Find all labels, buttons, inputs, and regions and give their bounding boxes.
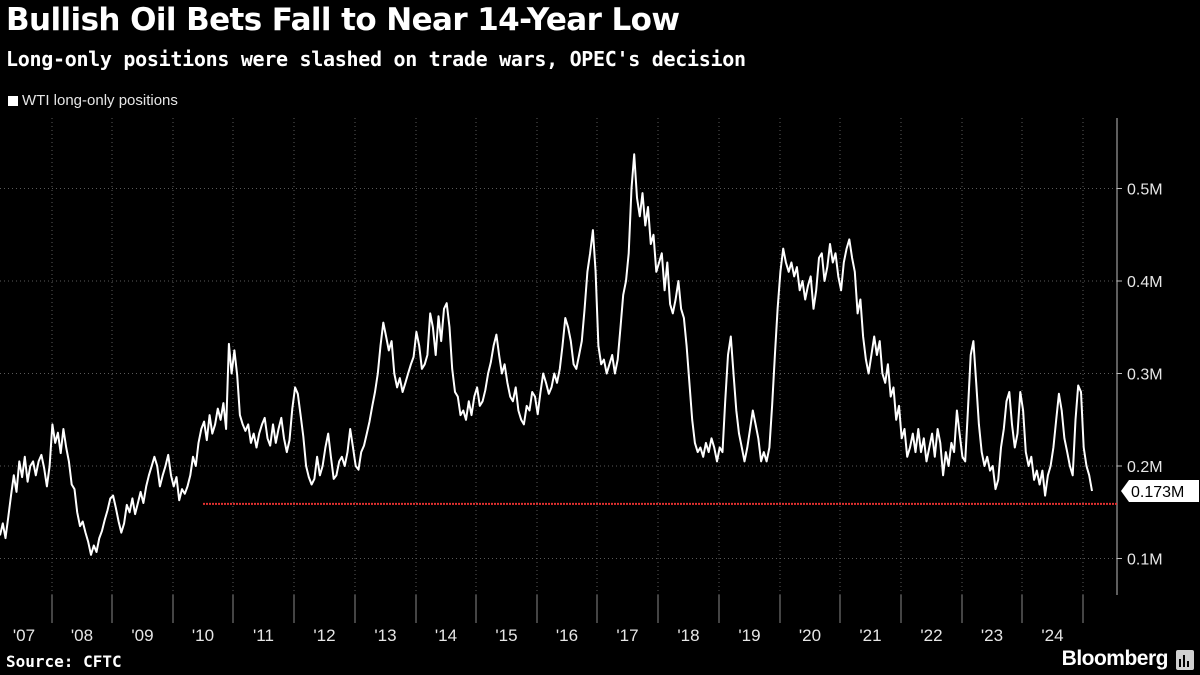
x-tick-label: '20 (799, 626, 821, 645)
x-tick-label: '19 (738, 626, 760, 645)
y-tick-label: 0.3M (1127, 367, 1163, 384)
y-tick-label: 0.1M (1127, 552, 1163, 569)
x-tick-label: '17 (616, 626, 638, 645)
chart-subtitle: Long-only positions were slashed on trad… (6, 47, 746, 71)
x-tick-label: '13 (374, 626, 396, 645)
y-tick-label: 0.5M (1127, 182, 1163, 199)
last-value-label: 0.173M (1131, 484, 1184, 501)
x-tick-label: '08 (71, 626, 93, 645)
legend-swatch (8, 95, 18, 106)
last-value-badge: 0.173M (1121, 479, 1199, 502)
bloomberg-chart-icon (1176, 650, 1194, 670)
x-tick-label: '07 (13, 626, 35, 645)
x-tick-label: '14 (435, 626, 457, 645)
last-value-pointer (1121, 479, 1199, 502)
y-tick-label: 0.4M (1127, 274, 1163, 291)
x-tick-label: '16 (556, 626, 578, 645)
series-line-wti-long-only (0, 153, 1093, 556)
source-note: Source: CFTC (6, 652, 122, 671)
x-tick-label: '23 (981, 626, 1003, 645)
x-tick-label: '10 (192, 626, 214, 645)
x-tick-label: '24 (1041, 626, 1063, 645)
x-tick-label: '22 (920, 626, 942, 645)
y-tick-label: 0.2M (1127, 459, 1163, 476)
x-tick-label: '21 (859, 626, 881, 645)
x-tick-label: '15 (495, 626, 517, 645)
x-tick-label: '11 (253, 626, 274, 645)
x-tick-label: '12 (313, 626, 335, 645)
legend: WTI long-only positions (8, 92, 178, 109)
brand-logo: Bloomberg (1061, 647, 1169, 670)
chart-title: Bullish Oil Bets Fall to Near 14-Year Lo… (6, 2, 680, 38)
x-tick-label: '09 (131, 626, 153, 645)
legend-label: WTI long-only positions (22, 92, 178, 109)
x-tick-label: '18 (677, 626, 699, 645)
